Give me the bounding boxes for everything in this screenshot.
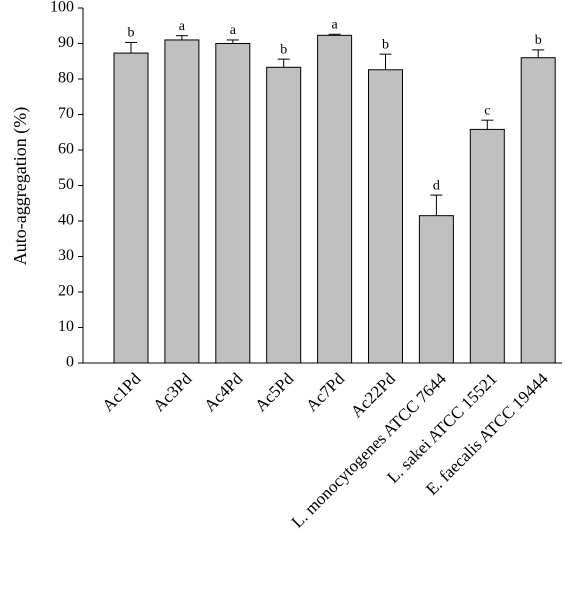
y-tick-label: 70 — [58, 105, 74, 122]
x-tick-label: Ac1Pd — [98, 369, 145, 416]
y-tick-label: 10 — [58, 318, 74, 335]
bar — [418, 215, 454, 364]
significance-letter: b — [280, 42, 287, 57]
error-bar — [481, 119, 494, 130]
bar — [164, 39, 200, 364]
significance-letter: b — [382, 37, 389, 52]
y-tick-label: 100 — [50, 0, 74, 16]
error-bar — [226, 39, 239, 44]
error-bar — [328, 33, 341, 36]
y-tick-label: 90 — [58, 34, 74, 51]
y-tick-label: 20 — [58, 283, 74, 300]
error-bar — [379, 53, 392, 70]
bar — [215, 43, 251, 364]
significance-letter: c — [484, 103, 490, 118]
significance-letter: b — [128, 26, 135, 41]
error-bar — [175, 35, 188, 40]
y-axis-label: Auto-aggregation (%) — [10, 107, 31, 265]
significance-letter: a — [179, 19, 186, 34]
bar — [469, 128, 505, 364]
y-tick-label: 30 — [58, 247, 74, 264]
bar — [520, 57, 556, 364]
y-tick-label: 60 — [58, 141, 74, 158]
significance-letter: a — [331, 17, 338, 32]
error-bar — [125, 41, 137, 54]
y-tick-label: 50 — [58, 176, 74, 193]
bar — [266, 66, 302, 364]
error-bar — [532, 49, 545, 58]
x-tick-label: Ac3Pd — [149, 369, 196, 416]
y-tick-label: 80 — [58, 70, 74, 87]
y-tick-label: 40 — [58, 212, 74, 229]
x-tick-label: Ac5Pd — [251, 369, 298, 416]
x-tick-label: Ac4Pd — [200, 369, 247, 416]
bar — [317, 34, 353, 364]
y-tick-label: 0 — [66, 354, 74, 371]
x-tick-label: Ac7Pd — [302, 369, 349, 416]
bar — [368, 69, 403, 364]
significance-letter: a — [230, 23, 237, 38]
error-bar — [430, 194, 443, 216]
error-bar — [277, 58, 290, 68]
significance-letter: b — [535, 33, 542, 48]
bar — [113, 52, 149, 364]
significance-letter: d — [433, 178, 440, 193]
